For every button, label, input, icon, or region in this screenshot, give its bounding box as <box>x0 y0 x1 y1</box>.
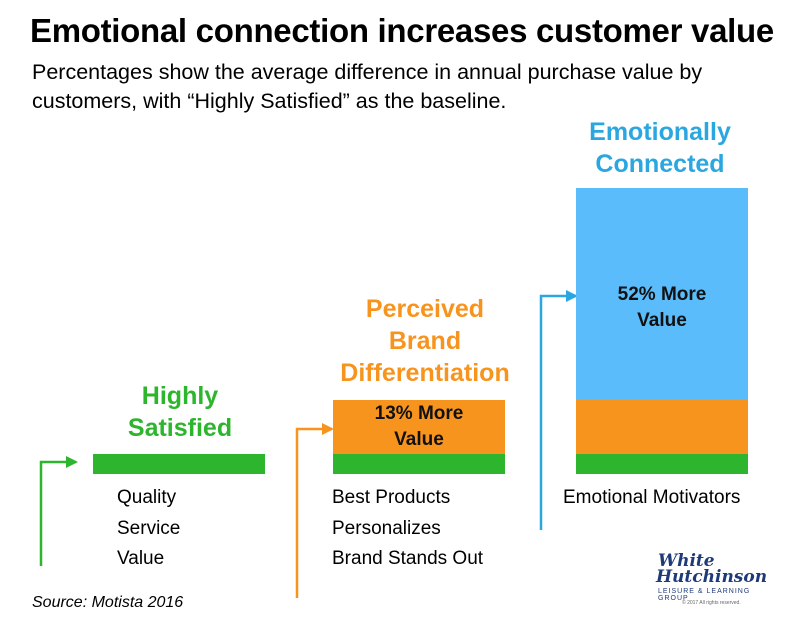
arrow-to-brand-differentiation <box>295 423 334 598</box>
bar-segment <box>576 400 748 454</box>
logo-text-line2: Hutchinson <box>656 567 768 587</box>
category-label-3: Emotionally Connected <box>560 116 760 180</box>
category-label-line: Connected <box>595 150 725 178</box>
arrow-to-emotionally-connected <box>539 290 578 530</box>
logo-tagline: LEISURE & LEARNING GROUP <box>658 588 751 602</box>
category-label-line: Differentiation <box>340 359 510 387</box>
source-note: Source: Motista 2016 <box>32 594 184 611</box>
bar-value-annotation: 52% More Value <box>576 278 748 338</box>
driver-list: Emotional Motivators <box>563 483 740 514</box>
logo-text-line1: White <box>658 551 715 571</box>
bar-value-line: Value <box>394 429 444 450</box>
bar-value-annotation: 13% More Value <box>333 400 505 454</box>
arrow-to-highly-satisfied <box>39 456 78 566</box>
chart-title: Emotional connection increases customer … <box>30 12 774 49</box>
bar-segment <box>333 454 505 474</box>
category-label-line: Satisfied <box>127 414 233 442</box>
driver-item: Brand Stands Out <box>332 548 484 569</box>
chart-subtitle: Percentages show the average difference … <box>32 60 703 113</box>
category-label-2: Perceived Brand Differentiation <box>325 293 525 389</box>
driver-item: Service <box>117 517 181 539</box>
bar-segment <box>576 188 748 400</box>
category-label-line: Brand <box>388 327 462 355</box>
category-label-1: Highly Satisfied <box>95 380 265 444</box>
brand-logo: White Hutchinson LEISURE & LEARNING GROU… <box>648 550 768 612</box>
driver-list: Quality Service Value <box>117 483 180 575</box>
logo-copyright: © 2017 All rights reserved. <box>682 600 741 606</box>
driver-item: Personalizes <box>332 517 441 539</box>
driver-item: Emotional Motivators <box>563 487 741 508</box>
driver-item: Value <box>117 548 165 569</box>
category-label-line: Perceived <box>365 295 485 323</box>
driver-list: Best Products Personalizes Brand Stands Ou… <box>332 483 483 575</box>
bar-segment <box>93 454 265 474</box>
category-label-line: Emotionally <box>589 118 731 146</box>
driver-item: Quality <box>117 487 177 508</box>
bar-value-line: Value <box>637 310 687 331</box>
bar-segment <box>333 400 505 454</box>
bar-value-line: 13% More <box>374 403 464 424</box>
bar-segment <box>576 454 748 474</box>
bar-value-line: 52% More <box>617 284 707 305</box>
driver-item: Best Products <box>332 487 451 508</box>
category-label-line: Highly <box>141 382 219 410</box>
